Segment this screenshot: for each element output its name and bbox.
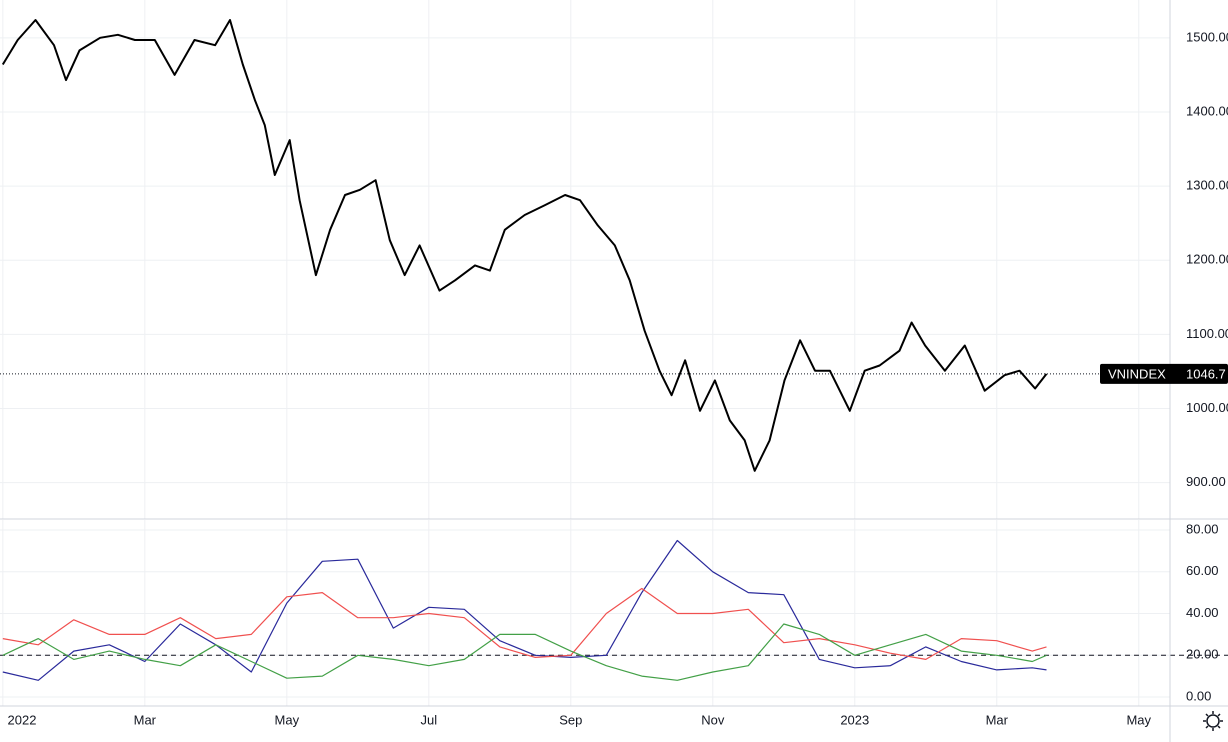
settings-icon-ring xyxy=(1206,714,1220,728)
y-tick-label: 1500.00 xyxy=(1186,29,1228,44)
x-tick-label: 2022 xyxy=(8,712,37,727)
x-tick-label: May xyxy=(1126,712,1151,727)
price-badge xyxy=(1100,363,1228,384)
y-tick-label: 40.00 xyxy=(1186,605,1219,620)
x-tick-label: Jul xyxy=(420,712,437,727)
series-line xyxy=(1,19,1048,472)
y-tick-label: 80.00 xyxy=(1186,521,1219,536)
settings-icon-teeth xyxy=(1203,711,1223,731)
settings-icon[interactable] xyxy=(1203,711,1223,731)
x-tick-label: Mar xyxy=(134,712,157,727)
y-tick-label: 900.00 xyxy=(1186,474,1226,489)
y-tick-label: 1300.00 xyxy=(1186,178,1228,193)
y-tick-label: 0.00 xyxy=(1186,688,1211,703)
y-tick-label: 1400.00 xyxy=(1186,103,1228,118)
plot xyxy=(0,19,1228,681)
y-tick-label: 1100.00 xyxy=(1186,326,1228,341)
x-tick-label: Mar xyxy=(986,712,1009,727)
y-tick-label: 60.00 xyxy=(1186,563,1219,578)
series-line xyxy=(2,587,1047,660)
x-tick-label: Nov xyxy=(701,712,725,727)
labels: 2022 Mar May Jul Sep Nov 2023 Mar May 900.00 1000.… xyxy=(8,29,1228,727)
x-tick-label: Sep xyxy=(559,712,582,727)
grid xyxy=(0,0,1170,706)
last-value-label: 1046.7 xyxy=(1186,366,1226,381)
series-line xyxy=(2,623,1047,681)
series-line xyxy=(2,539,1047,681)
y-tick-label: 1000.00 xyxy=(1186,400,1228,415)
x-tick-label: 2023 xyxy=(840,712,869,727)
y-tick-label: 1200.00 xyxy=(1186,252,1228,267)
y-tick-label: 20.00 xyxy=(1186,647,1219,662)
series-name-label: VNINDEX xyxy=(1108,366,1166,381)
x-tick-label: May xyxy=(275,712,300,727)
